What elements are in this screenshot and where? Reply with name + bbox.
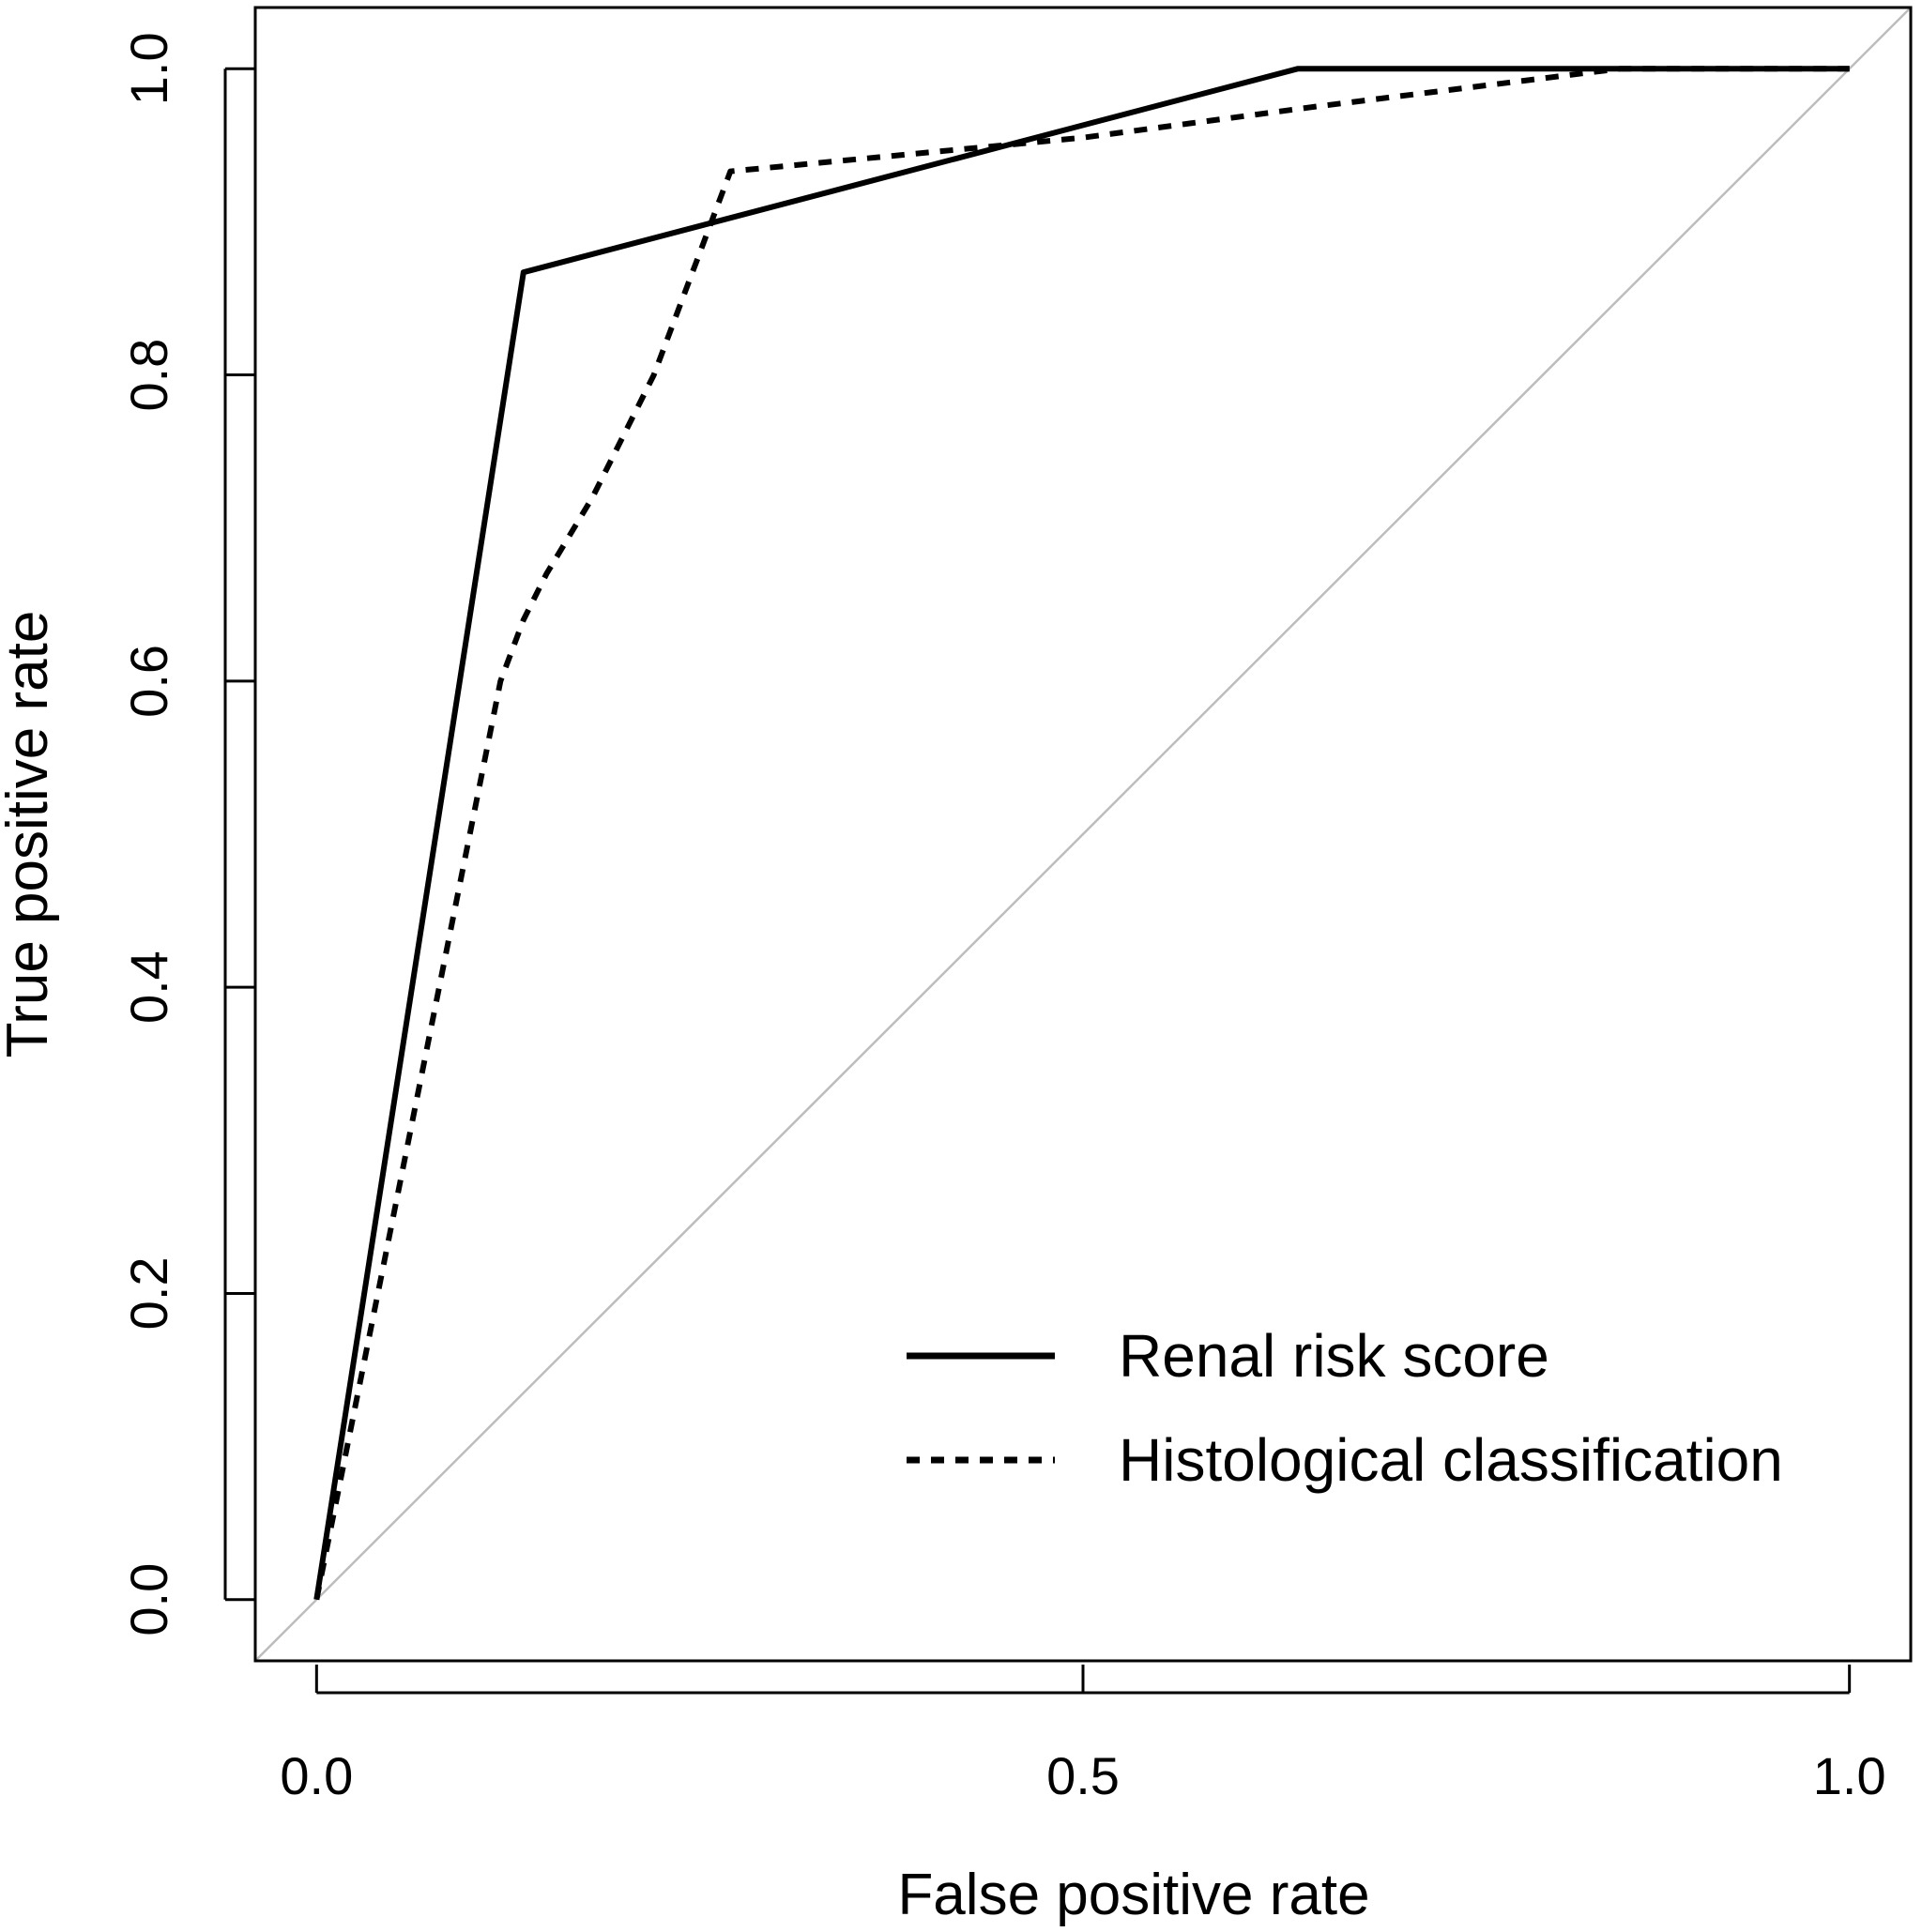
y-tick-label-3: 0.6: [119, 645, 178, 718]
x-axis-title: False positive rate: [897, 1863, 1369, 1927]
y-tick-label-1: 0.2: [119, 1256, 178, 1330]
reference-diagonal-line: [254, 7, 1912, 1662]
x-tick-label-1: 0.5: [1046, 1746, 1120, 1805]
reference-layer: [254, 7, 1912, 1662]
legend-label-0: Renal risk score: [1119, 1322, 1549, 1390]
legend: Renal risk score Histological classificat…: [907, 1322, 1783, 1494]
y-tick-label-0: 0.0: [119, 1563, 178, 1636]
series-line-0: [313, 66, 1850, 1601]
x-tick-label-0: 0.0: [280, 1746, 353, 1805]
y-tick-label-4: 0.8: [119, 339, 178, 412]
y-tick-label-5: 1.0: [119, 32, 178, 105]
plot-frame: [253, 6, 1913, 1663]
legend-label-1: Histological classification: [1119, 1426, 1783, 1494]
series-layer: [313, 66, 1850, 1601]
y-axis: 0.0 0.2 0.4 0.6 0.8 1.0: [119, 32, 255, 1636]
y-axis-title: True positive rate: [0, 611, 60, 1058]
y-tick-label-2: 0.4: [119, 951, 178, 1024]
x-tick-label-2: 1.0: [1813, 1746, 1886, 1805]
x-axis: 0.0 0.5 1.0: [280, 1665, 1886, 1805]
series-line-1: [313, 66, 1850, 1601]
